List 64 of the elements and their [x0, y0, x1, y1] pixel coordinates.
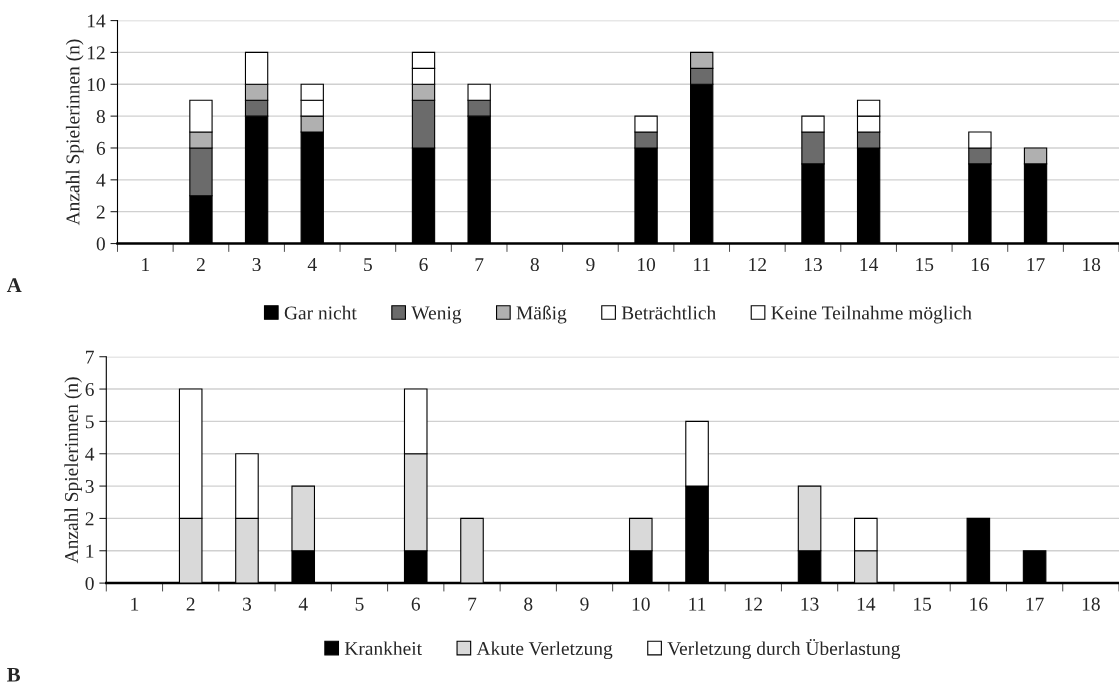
y-tick-label: 4 — [85, 447, 95, 461]
y-tick-label: 1 — [86, 544, 94, 558]
y-tick-label: 2 — [85, 512, 94, 526]
x-tick-label: 15 — [916, 258, 934, 272]
legend-label: Akute Verletzung — [476, 641, 613, 660]
legend-label: Krankheit — [344, 641, 422, 656]
text: B — [7, 667, 21, 682]
x-tick-label: 4 — [307, 258, 317, 271]
legend-label: Wenig — [411, 306, 462, 324]
legend-label: Mäßig — [516, 305, 567, 324]
x-tick-label: 7 — [475, 258, 484, 271]
x-tick-label: 17 — [1027, 258, 1045, 271]
x-tick-label: 3 — [252, 258, 261, 272]
x-tick-label: 17 — [1026, 597, 1044, 611]
x-tick-label: 13 — [801, 597, 819, 611]
x-tick-label: 2 — [186, 597, 195, 611]
x-tick-label: 6 — [419, 258, 428, 272]
x-tick-label: 11 — [694, 258, 710, 271]
y-axis-title: Anzahl Spielerinnen (n) — [65, 39, 84, 226]
y-tick-label: 6 — [96, 141, 106, 155]
y-tick-label: 4 — [96, 173, 106, 187]
legend-label: Verletzung durch Überlastung — [667, 639, 901, 660]
x-tick-label: 12 — [745, 597, 762, 611]
x-tick-label: 18 — [1082, 597, 1100, 611]
y-tick-label: 6 — [85, 382, 94, 396]
x-tick-label: 2 — [196, 258, 205, 271]
y-tick-label: 8 — [96, 109, 105, 124]
x-tick-label: 8 — [524, 597, 533, 611]
x-tick-label: 1 — [142, 258, 150, 271]
x-tick-label: 7 — [468, 597, 477, 611]
x-tick-label: 9 — [580, 597, 589, 611]
y-tick-label: 7 — [86, 350, 94, 364]
x-tick-label: 6 — [411, 597, 421, 611]
x-tick-label: 14 — [857, 597, 876, 611]
y-tick-label: 14 — [87, 14, 106, 28]
x-tick-label: 9 — [586, 258, 595, 272]
x-tick-label: 4 — [298, 597, 308, 611]
y-tick-label: 5 — [85, 415, 94, 429]
x-tick-label: 3 — [243, 597, 252, 611]
x-tick-label: 15 — [914, 597, 932, 611]
legend-label: Gar nicht — [284, 305, 357, 320]
x-tick-label: 11 — [689, 597, 706, 611]
y-tick-label: 12 — [87, 46, 105, 60]
x-tick-label: 16 — [970, 597, 988, 611]
y-tick-label: 3 — [85, 479, 94, 494]
y-axis-title: Anzahl Spielerinnen (n) — [64, 377, 82, 564]
legend-label: Keine Teilnahme möglich — [771, 305, 972, 324]
x-tick-label: 5 — [355, 597, 364, 611]
legend-label: Beträchtlich — [621, 305, 716, 320]
x-tick-label: 18 — [1083, 257, 1101, 272]
y-tick-label: 2 — [96, 205, 105, 219]
x-tick-label: 14 — [860, 258, 879, 271]
x-tick-label: 13 — [804, 258, 822, 272]
y-tick-label: 10 — [87, 78, 105, 92]
y-tick-label: 0 — [96, 237, 105, 251]
x-tick-label: 8 — [530, 257, 539, 272]
x-tick-label: 5 — [364, 258, 372, 272]
x-tick-label: 10 — [638, 257, 656, 272]
x-tick-label: 16 — [971, 258, 990, 272]
x-tick-label: 10 — [632, 597, 650, 611]
text: A — [6, 278, 22, 292]
y-tick-label: 0 — [85, 576, 94, 591]
x-tick-label: 1 — [131, 597, 139, 611]
x-tick-label: 12 — [749, 258, 766, 271]
